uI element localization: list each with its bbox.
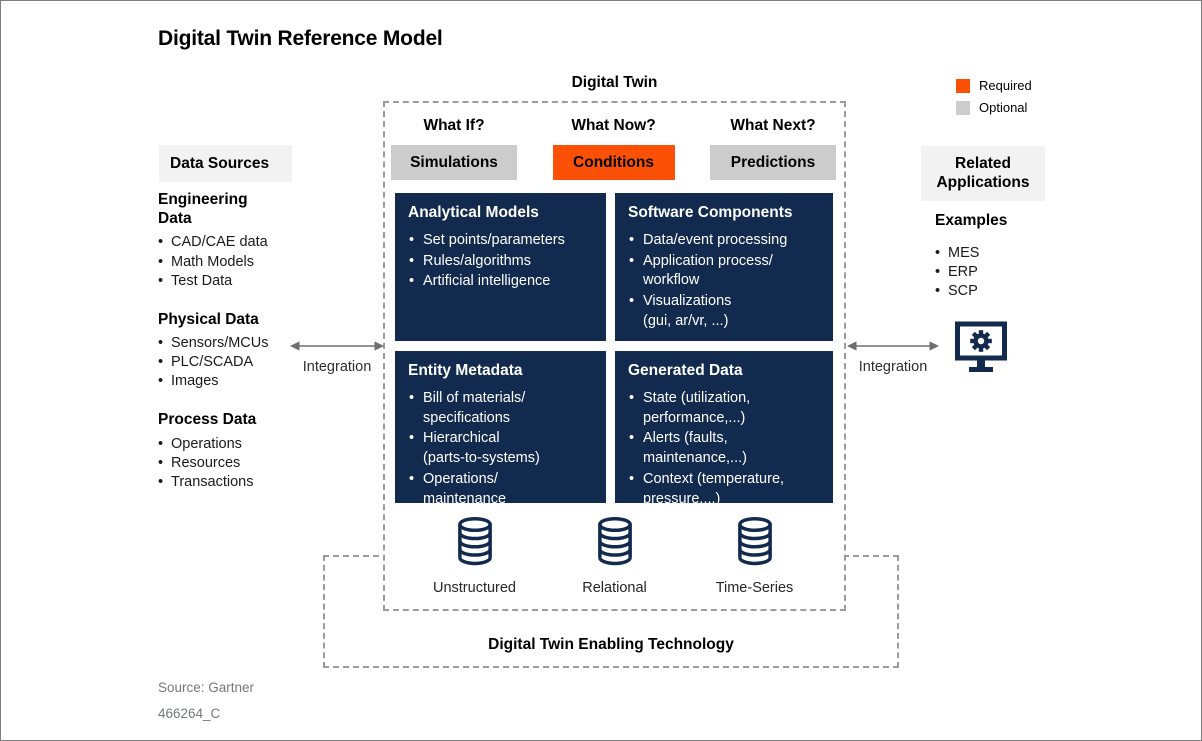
double-arrow-icon [847,341,939,351]
list-item: Resources [158,454,306,473]
group-title: Physical Data [158,310,259,328]
data-sources-column: Engineering Data CAD/CAE data Math Model… [158,190,306,511]
entity-metadata-module: Entity Metadata Bill of materials/ speci… [395,351,606,507]
list-item: Rules/algorithms [408,252,598,272]
list-item: Math Models [158,253,306,272]
physical-data-group: Physical Data Sensors/MCUs PLC/SCADA Ima… [158,310,306,392]
source-attribution: Source: Gartner [158,680,255,695]
list-item: State (utilization, performance,...) [628,389,825,428]
module-title: Software Components [628,204,793,221]
module-title: Generated Data [628,362,743,379]
list-item: Data/event processing [628,231,825,251]
module-title: Entity Metadata [408,362,523,379]
list-item: ERP [935,263,979,282]
modules-grid: Analytical Models Set points/parameters … [395,193,833,507]
question-label: What Next? [730,117,816,134]
optional-color-swatch [956,100,970,115]
list-item: MES [935,244,979,263]
database-label: Unstructured [432,580,516,596]
application-monitor [952,321,1010,378]
software-components-module: Software Components Data/event processin… [615,193,833,341]
double-arrow-icon [290,341,384,351]
integration-right: Integration [847,339,939,375]
group-title: Engineering Data [158,191,248,228]
figure-id: 466264_C [158,706,221,721]
what-next-column: What Next? Predictions [710,117,836,180]
legend-required: Required [956,78,1032,93]
question-label: What If? [423,117,485,134]
digital-twin-label: Digital Twin [571,74,658,91]
data-sources-header: Data Sources [159,145,292,182]
list-item: Operations [158,435,306,454]
legend: Required Optional [956,78,1032,122]
time-series-database: Time-Series [695,516,815,596]
list-item: Hierarchical (parts-to-systems) [408,429,598,468]
digital-twin-box: What If? Simulations What Now? Condition… [383,101,846,611]
relational-database: Relational [555,516,675,596]
required-color-swatch [956,78,970,93]
databases-row: Unstructured Relational [385,516,844,596]
list-item: Application process/ workflow [628,252,825,291]
list-item: SCP [935,282,979,301]
engineering-data-group: Engineering Data CAD/CAE data Math Model… [158,190,306,291]
list-item: Test Data [158,272,306,291]
list-item: Bill of materials/ specifications [408,389,598,428]
legend-optional-label: Optional [979,100,1028,115]
integration-left: Integration [290,339,384,375]
list-item: Context (temperature, pressure,...) [628,470,825,509]
examples-title: Examples [935,212,1008,229]
list-item: Alerts (faults, maintenance,...) [628,429,825,468]
module-title: Analytical Models [408,204,539,221]
group-title: Process Data [158,411,257,429]
integration-label: Integration [302,359,372,375]
database-label: Time-Series [715,580,794,596]
conditions-box: Conditions [552,145,675,180]
question-row: What If? Simulations What Now? Condition… [391,117,836,180]
legend-required-label: Required [979,78,1032,93]
unstructured-database: Unstructured [415,516,535,596]
database-icon [737,516,772,566]
list-item: Operations/ maintenance [408,470,598,509]
list-item: Transactions [158,473,306,492]
what-now-column: What Now? Conditions [552,117,675,180]
list-item: Visualizations (gui, ar/vr, ...) [628,292,825,331]
process-data-group: Process Data Operations Resources Transa… [158,410,306,492]
examples-list: MES ERP SCP [935,244,979,302]
related-applications-header: Related Applications [921,146,1045,201]
list-item: Artificial intelligence [408,272,598,292]
database-label: Relational [582,580,647,596]
database-icon [597,516,632,566]
legend-optional: Optional [956,100,1032,115]
simulations-box: Simulations [391,145,517,180]
list-item: Images [158,372,306,391]
list-item: Sensors/MCUs [158,334,306,353]
generated-data-module: Generated Data State (utilization, perfo… [615,351,833,507]
question-label: What Now? [571,117,656,134]
integration-label: Integration [858,359,928,375]
page-title: Digital Twin Reference Model [158,27,443,50]
analytical-models-module: Analytical Models Set points/parameters … [395,193,606,341]
database-icon [457,516,492,566]
list-item: Set points/parameters [408,231,598,251]
enabling-technology-label: Digital Twin Enabling Technology [488,636,734,653]
list-item: CAD/CAE data [158,233,306,252]
predictions-box: Predictions [710,145,836,180]
list-item: PLC/SCADA [158,353,306,372]
monitor-gear-icon [955,321,1007,372]
what-if-column: What If? Simulations [391,117,517,180]
